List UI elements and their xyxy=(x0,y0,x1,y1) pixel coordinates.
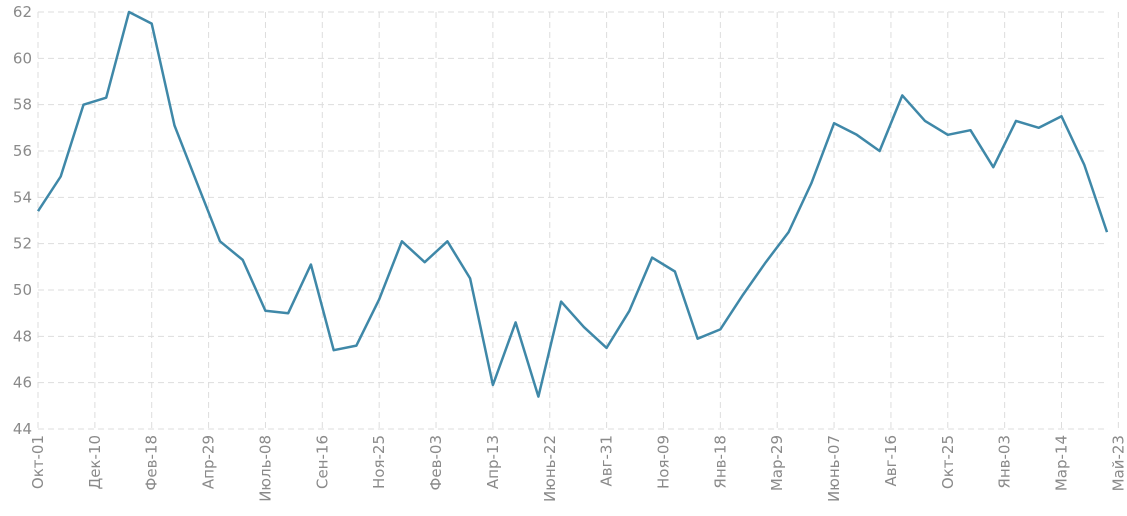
x-axis-ticks: Окт-01 Дек-10 Фев-18 Апр-29 Июль-08 Сен-16 Ноя… xyxy=(29,435,1127,502)
x-tick-label: Июль-08 xyxy=(256,435,274,502)
series-line xyxy=(36,10,1109,398)
y-tick-label: 52 xyxy=(13,235,32,253)
x-tick-label: Сен-16 xyxy=(313,435,331,489)
y-axis-ticks: 44 46 48 50 52 54 56 58 60 62 xyxy=(13,3,32,438)
x-tick-label: Фев-18 xyxy=(143,435,161,490)
x-tick-label: Фев-03 xyxy=(427,435,445,490)
x-tick-label: Дек-10 xyxy=(86,435,104,490)
x-tick-label: Июнь-22 xyxy=(541,435,559,502)
x-tick-label: Апр-29 xyxy=(200,435,218,489)
y-tick-label: 46 xyxy=(13,374,32,392)
x-tick-label: Авг-16 xyxy=(882,435,900,486)
y-tick-label: 48 xyxy=(13,327,32,345)
x-tick-label: Мар-29 xyxy=(768,435,786,491)
y-tick-label: 44 xyxy=(13,420,32,438)
x-tick-label: Апр-13 xyxy=(484,435,502,489)
x-tick-label: Июнь-07 xyxy=(825,435,843,502)
x-tick-label: Мар-14 xyxy=(1053,435,1071,491)
x-tick-label: Окт-01 xyxy=(29,435,47,489)
grid xyxy=(37,11,1119,430)
y-tick-label: 60 xyxy=(13,49,32,67)
x-tick-label: Окт-25 xyxy=(939,435,957,489)
x-tick-label: Май-23 xyxy=(1109,435,1127,491)
x-tick-label: Ноя-25 xyxy=(370,435,388,489)
y-tick-label: 56 xyxy=(13,142,32,160)
y-tick-label: 50 xyxy=(13,281,32,299)
y-tick-label: 58 xyxy=(13,96,32,114)
x-tick-label: Авг-31 xyxy=(598,435,616,486)
y-tick-label: 54 xyxy=(13,188,32,206)
x-tick-label: Ноя-09 xyxy=(654,435,672,489)
x-tick-label: Янв-18 xyxy=(711,435,729,489)
x-tick-label: Янв-03 xyxy=(996,435,1014,489)
y-tick-label: 62 xyxy=(13,3,32,21)
